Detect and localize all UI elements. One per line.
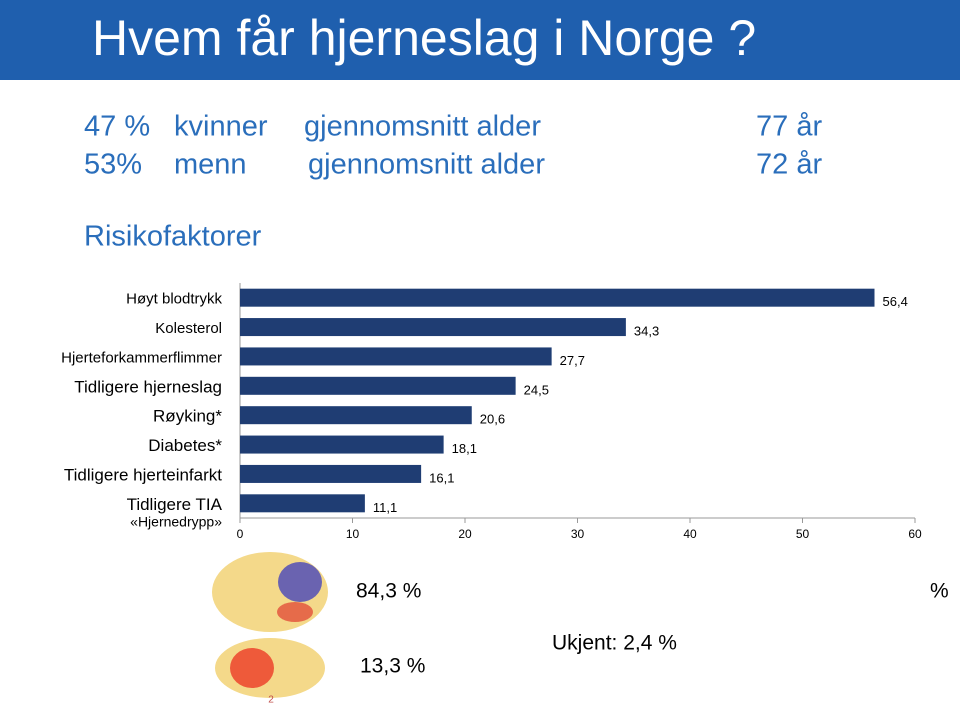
x-tick-label: 50 [796,527,810,541]
value-label: 56,4 [883,294,908,309]
y-tick-label: Høyt blodtrykk [126,291,222,308]
y-tick-label: Diabetes* [148,436,222,455]
y-tick-label: Tidligere hjerneslag [74,377,222,396]
bar [240,288,875,307]
stat: 47 % [84,111,150,143]
x-tick-label: 10 [346,527,360,541]
bar [240,494,365,513]
value-label: 24,5 [524,382,549,397]
x-tick-label: 20 [458,527,472,541]
value-label: 34,3 [634,324,659,339]
value-label: 18,1 [452,441,477,456]
category-note: «Hjernedrypp» [130,514,222,530]
brain-images [212,552,328,698]
bar [240,435,444,454]
stat: kvinner [174,111,268,143]
value-label: 11,1 [373,500,397,515]
stat: gjennomsnitt alder [304,111,541,143]
stat: 53% [84,149,142,181]
value-label: 27,7 [560,353,585,368]
y-tick-label: Hjerteforkammerflimmer [61,349,222,366]
brain-label: % [930,580,949,603]
x-tick-label: 60 [908,527,922,541]
x-tick-label: 0 [237,527,244,541]
y-tick-label: Tidligere hjerteinfarkt [64,465,222,484]
value-label: 20,6 [480,412,505,427]
section-title: Risikofaktorer [84,221,262,253]
bar [240,406,472,425]
stat: menn [174,149,247,181]
brain-label: 84,3 % [356,580,421,603]
stat: 72 år [756,149,822,181]
value-label: 16,1 [429,470,454,485]
x-tick-label: 40 [683,527,697,541]
bar [240,318,626,337]
brain-label: 13,3 % [360,655,425,678]
x-tick-label: 30 [571,527,585,541]
y-tick-label: Tidligere TIA [127,495,223,514]
brain-label: Ukjent: 2,4 % [552,632,677,655]
stat: 77 år [756,111,822,143]
stat: gjennomsnitt alder [308,149,545,181]
y-tick-label: Kolesterol [155,320,222,337]
y-tick-label: Røyking* [153,407,222,426]
title-bar [0,0,960,80]
bar [240,376,516,395]
bar [240,347,552,366]
bar [240,464,422,483]
slide-title: Hvem får hjerneslag i Norge ? [92,10,756,66]
page-number: 2 [268,695,274,706]
